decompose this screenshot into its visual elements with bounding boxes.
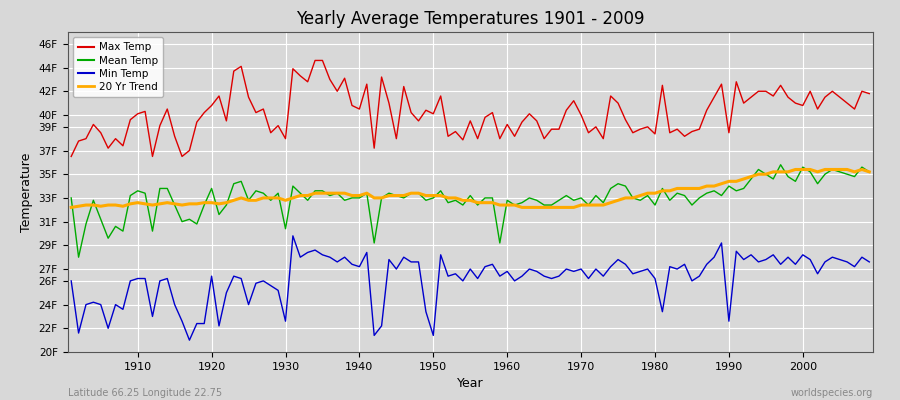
Text: Latitude 66.25 Longitude 22.75: Latitude 66.25 Longitude 22.75 — [68, 388, 221, 398]
Text: worldspecies.org: worldspecies.org — [791, 388, 873, 398]
Y-axis label: Temperature: Temperature — [20, 152, 33, 232]
X-axis label: Year: Year — [457, 377, 483, 390]
Title: Yearly Average Temperatures 1901 - 2009: Yearly Average Temperatures 1901 - 2009 — [296, 10, 644, 28]
Legend: Max Temp, Mean Temp, Min Temp, 20 Yr Trend: Max Temp, Mean Temp, Min Temp, 20 Yr Tre… — [73, 37, 163, 97]
